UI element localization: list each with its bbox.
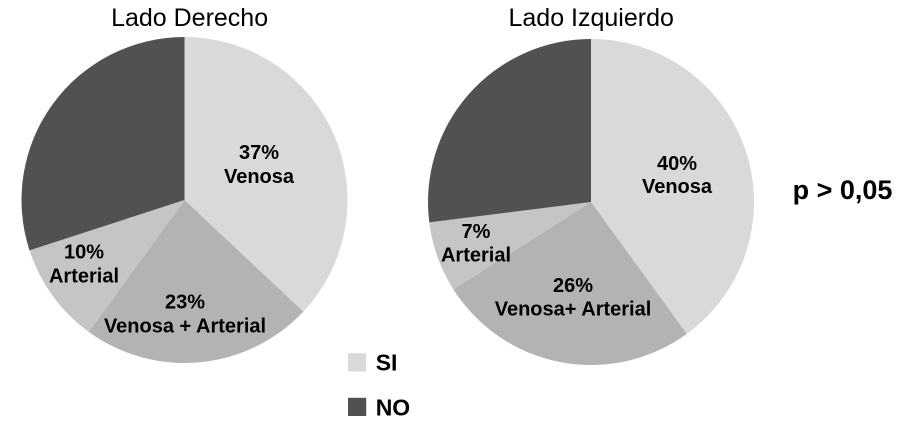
svg-text:7%: 7%	[462, 221, 491, 243]
svg-text:Venosa+ Arterial: Venosa+ Arterial	[495, 299, 652, 321]
svg-text:Arterial: Arterial	[441, 245, 511, 267]
svg-text:10%: 10%	[64, 242, 104, 264]
svg-text:p > 0,05: p > 0,05	[793, 175, 893, 205]
svg-text:26%: 26%	[553, 275, 593, 297]
svg-text:SI: SI	[376, 349, 398, 375]
svg-text:Venosa: Venosa	[224, 166, 295, 188]
svg-text:Venosa + Arterial: Venosa + Arterial	[104, 316, 266, 338]
svg-text:37%: 37%	[239, 142, 279, 164]
svg-text:Lado Derecho: Lado Derecho	[111, 4, 268, 32]
svg-text:23%: 23%	[165, 292, 205, 314]
svg-text:Venosa: Venosa	[642, 176, 713, 198]
svg-text:Arterial: Arterial	[49, 266, 119, 288]
svg-text:Lado Izquierdo: Lado Izquierdo	[508, 4, 673, 32]
svg-text:40%: 40%	[657, 153, 697, 175]
svg-text:NO: NO	[376, 394, 411, 420]
